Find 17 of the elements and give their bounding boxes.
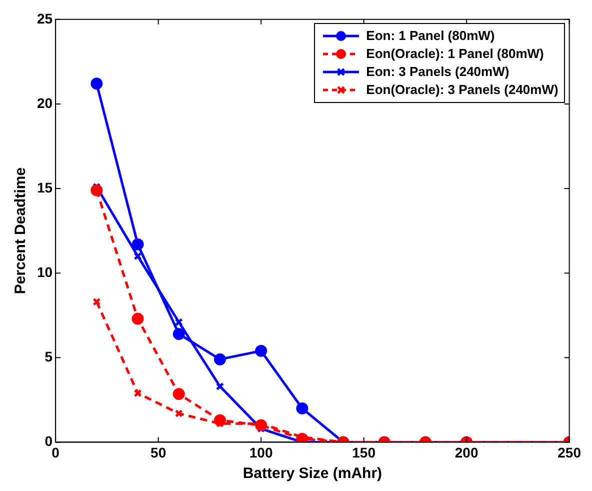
y-tick-label: 25 (36, 10, 53, 26)
legend-label: Eon(Oracle): 1 Panel (80mW) (366, 45, 544, 64)
y-tick-label: 5 (44, 348, 53, 364)
legend-label: Eon: 3 Panels (240mW) (366, 63, 510, 82)
y-tick-label: 15 (36, 179, 53, 196)
y-tick-label: 0 (44, 433, 53, 450)
x-axis-title: Battery Size (mAhr) (242, 465, 382, 482)
x-tick-label: 200 (454, 444, 478, 460)
x-tick-label: 250 (558, 444, 582, 460)
x-tick-label: 100 (249, 444, 273, 460)
y-tick-label: 10 (36, 264, 53, 280)
x-tick-label: 50 (150, 444, 166, 460)
y-tick-label: 20 (36, 94, 53, 111)
x-tick-label: 150 (352, 444, 376, 460)
legend-label: Eon: 1 Panel (80mW) (366, 27, 495, 46)
y-axis-title: Percent Deadtime (12, 167, 30, 294)
legend-label: Eon(Oracle): 3 Panels (240mW) (366, 81, 558, 100)
